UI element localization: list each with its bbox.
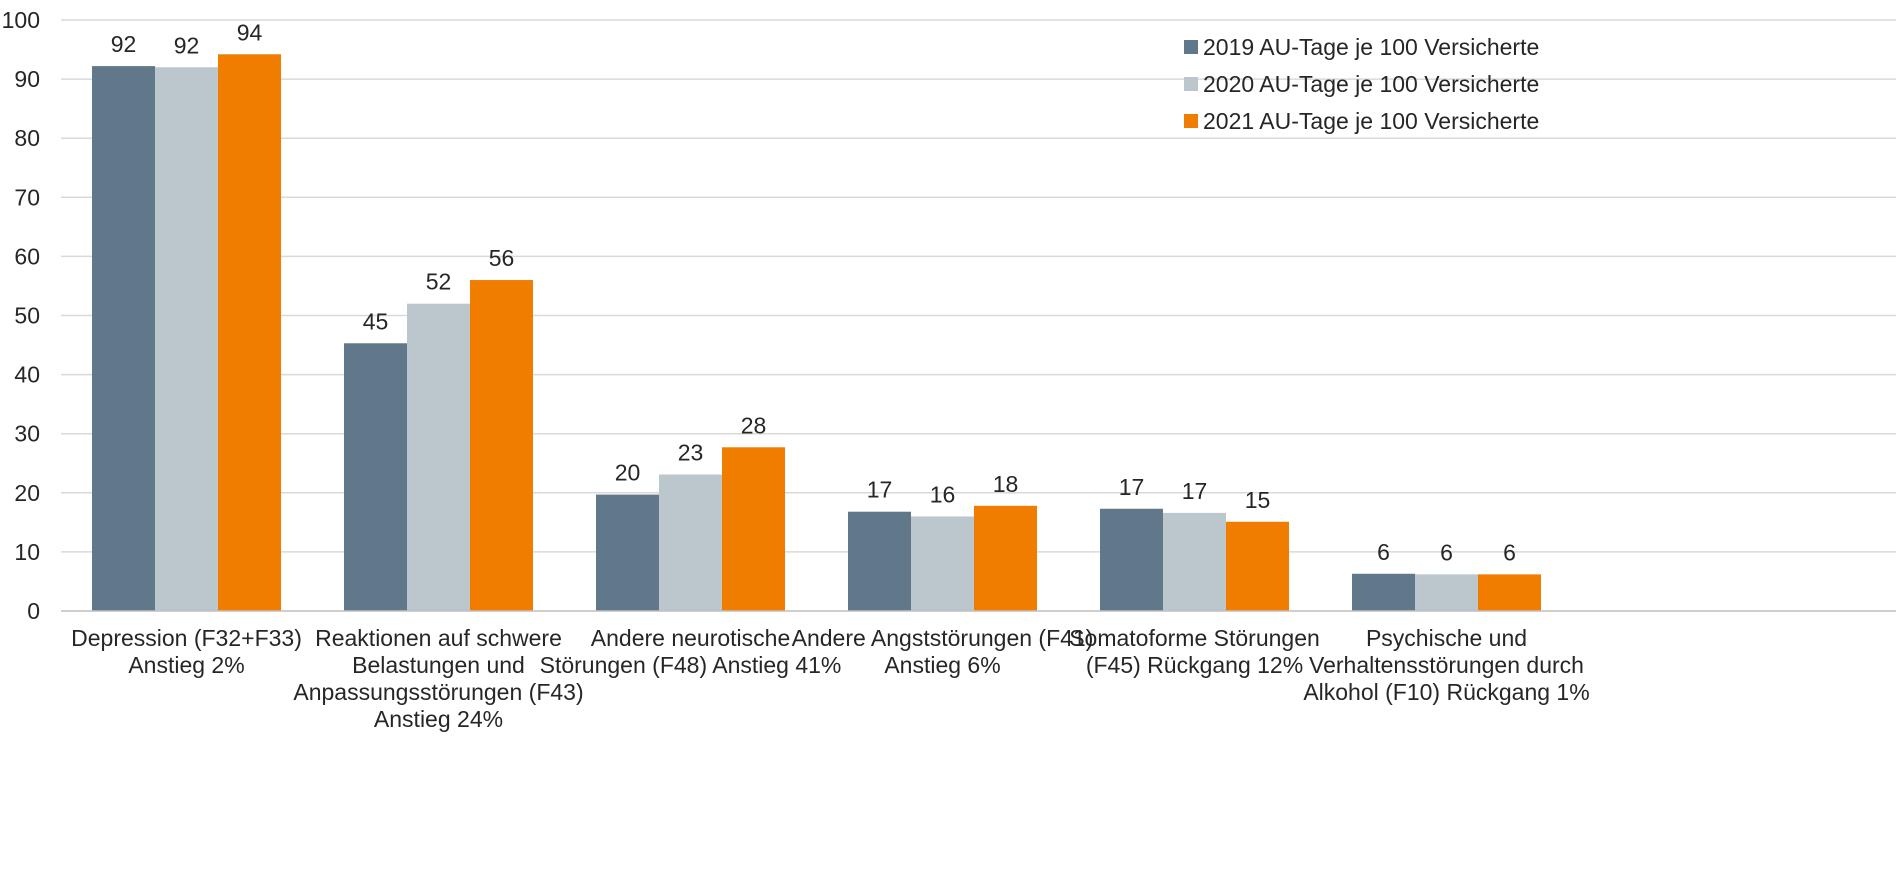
y-tick-label: 10 [14,539,40,565]
x-tick-label-line: Anstieg 2% [128,652,244,678]
legend-swatch [1184,114,1198,128]
x-tick-label-line: Psychische und [1366,625,1527,651]
y-tick-label: 90 [14,66,40,92]
x-tick-label-line: Verhaltensstörungen durch [1309,652,1584,678]
data-label: 92 [111,31,137,57]
x-tick-label-line: Belastungen und [352,652,525,678]
x-tick-label-line: Somatoforme Störungen [1069,625,1320,651]
x-tick-label-line: (F45) Rückgang 12% [1086,652,1303,678]
legend-swatch [1184,40,1198,54]
y-tick-label: 60 [14,243,40,269]
x-tick-label-line: Anpassungsstörungen (F43) [293,679,583,705]
bar [155,67,218,611]
bar [344,343,407,611]
y-tick-label: 80 [14,125,40,151]
legend-label: 2021 AU-Tage je 100 Versicherte [1203,108,1539,134]
data-label: 56 [489,245,515,271]
x-tick-label: Depression (F32+F33) Anstieg 2% [71,625,302,678]
bar [1478,574,1541,611]
data-label: 20 [615,460,641,486]
y-tick-label: 100 [2,7,40,33]
legend-swatch [1184,77,1198,91]
x-tick-label-line: Anstieg 6% [884,652,1000,678]
x-tick-label-line: Andere Angststörungen (F41) [792,625,1094,651]
x-tick-label: Somatoforme Störungen (F45) Rückgang 12% [1069,625,1320,678]
x-tick-label: Reaktionen auf schwere Belastungen und Anp… [293,625,583,732]
y-tick-label: 40 [14,362,40,388]
data-label: 6 [1377,539,1390,565]
data-label: 17 [867,477,893,503]
data-label: 16 [930,481,956,507]
bar [722,447,785,611]
legend-label: 2020 AU-Tage je 100 Versicherte [1203,71,1539,97]
bar [218,54,281,611]
bar [1415,574,1478,611]
bars [92,54,1541,611]
y-tick-label: 20 [14,480,40,506]
data-label: 18 [993,471,1019,497]
x-tick-label: Andere Angststörungen (F41) Anstieg 6% [792,625,1094,678]
bar [92,66,155,611]
x-tick-label-line: Störungen (F48) Anstieg 41% [540,652,842,678]
bar [470,280,533,611]
bar [659,474,722,611]
data-label: 94 [237,19,263,45]
bar [1100,508,1163,611]
bar [596,494,659,611]
x-axis-labels: Depression (F32+F33) Anstieg 2%Reaktionen… [71,625,1590,732]
x-tick-label-line: Alkohol (F10) Rückgang 1% [1303,679,1589,705]
y-tick-label: 30 [14,421,40,447]
bar [407,303,470,611]
y-axis: 0 10 20 30 40 50 60 70 80 90 100 [2,7,40,624]
bar [1226,521,1289,611]
data-label: 45 [363,308,389,334]
value-labels: 92 92 94 45 52 56 20 23 28 17 16 18 17 17 15 6 6 6 [111,19,1516,565]
y-tick-label: 70 [14,184,40,210]
legend-label: 2019 AU-Tage je 100 Versicherte [1203,34,1539,60]
x-tick-label-line: Andere neurotische [591,625,790,651]
data-label: 17 [1182,478,1208,504]
x-tick-label: Psychische und Verhaltensstörungen durch A… [1303,625,1589,705]
data-label: 52 [426,269,452,295]
x-tick-label-line: Reaktionen auf schwere [315,625,562,651]
data-label: 17 [1119,474,1145,500]
y-tick-label: 0 [27,598,40,624]
data-label: 15 [1245,487,1271,513]
gridlines [61,19,1896,553]
x-tick-label-line: Anstieg 24% [374,706,503,732]
data-label: 23 [678,439,704,465]
legend: 2019 AU-Tage je 100 Versicherte 2020 AU-T… [1184,34,1539,134]
data-label: 92 [174,32,200,58]
x-tick-label-line: Depression (F32+F33) [71,625,302,651]
data-label: 6 [1503,539,1516,565]
bar [1163,512,1226,611]
x-tick-label: Andere neurotische Störungen (F48) Anstie… [540,625,842,678]
bar [911,516,974,611]
data-label: 6 [1440,539,1453,565]
bar [848,511,911,611]
bar [1352,573,1415,611]
data-label: 28 [741,412,767,438]
y-tick-label: 50 [14,303,40,329]
bar [974,505,1037,611]
